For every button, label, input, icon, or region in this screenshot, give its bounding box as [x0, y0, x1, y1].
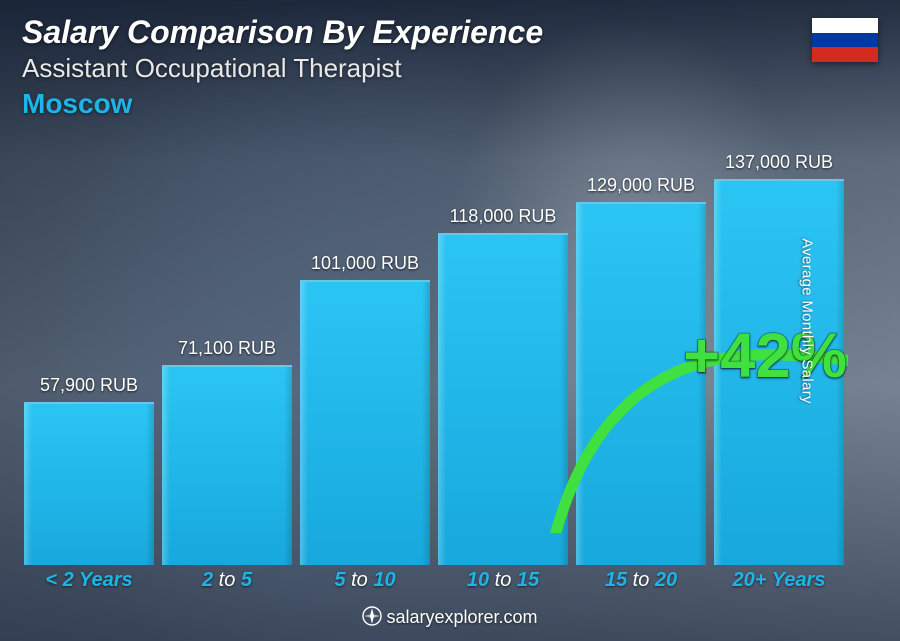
x-axis-label: 20+ Years [714, 569, 844, 599]
flag-stripe [812, 33, 878, 48]
bar [576, 202, 706, 565]
bar-value-label: 101,000 RUB [311, 253, 419, 274]
bar [300, 280, 430, 565]
bars: 57,900 RUB 71,100 RUB 101,000 RUB 118,000 R… [20, 119, 848, 565]
footer-text: salaryexplorer.com [386, 607, 537, 627]
bar-value-label: 57,900 RUB [40, 375, 138, 396]
chart-title: Salary Comparison By Experience [22, 14, 543, 51]
x-axis-label: 5 to 10 [300, 569, 430, 599]
bar [24, 402, 154, 565]
bar-group: 57,900 RUB [24, 375, 154, 565]
bar-group: 137,000 RUB [714, 152, 844, 565]
bar [438, 233, 568, 565]
chart-city: Moscow [22, 88, 543, 120]
chart-container: Salary Comparison By Experience Assistan… [0, 0, 900, 641]
chart-subtitle: Assistant Occupational Therapist [22, 53, 543, 84]
bar-group: 71,100 RUB [162, 338, 292, 565]
flag-russia-icon [812, 18, 878, 62]
x-axis-label: 2 to 5 [162, 569, 292, 599]
footer: salaryexplorer.com [0, 606, 900, 631]
compass-icon [362, 606, 382, 631]
bar-value-label: 71,100 RUB [178, 338, 276, 359]
bar-value-label: 129,000 RUB [587, 175, 695, 196]
header: Salary Comparison By Experience Assistan… [22, 14, 543, 120]
flag-stripe [812, 47, 878, 62]
x-axis-label: 15 to 20 [576, 569, 706, 599]
y-axis-label: Average Monthly Salary [799, 238, 816, 404]
x-axis-label: < 2 Years [24, 569, 154, 599]
bar-value-label: 118,000 RUB [450, 206, 557, 227]
x-axis-labels: < 2 Years 2 to 5 5 to 10 10 to 15 15 to 20 20… [20, 569, 848, 599]
bar-value-label: 137,000 RUB [725, 152, 833, 173]
bar [162, 365, 292, 565]
x-axis-label: 10 to 15 [438, 569, 568, 599]
bar-group: 129,000 RUB [576, 175, 706, 565]
bar-group: 101,000 RUB [300, 253, 430, 565]
bar [714, 179, 844, 565]
flag-stripe [812, 18, 878, 33]
chart-area: 57,900 RUB 71,100 RUB 101,000 RUB 118,000 R… [20, 119, 848, 599]
bar-group: 118,000 RUB [438, 206, 568, 565]
